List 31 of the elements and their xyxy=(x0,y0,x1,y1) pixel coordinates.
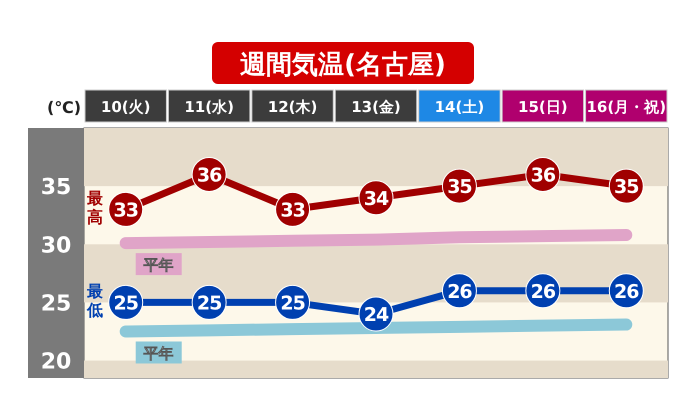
data-label: 25 xyxy=(196,292,222,314)
data-label: 34 xyxy=(364,188,389,210)
chart-title: 週間気温(名古屋) xyxy=(240,50,446,80)
x-tick-label: 16(月・祝) xyxy=(586,98,666,116)
y-tick-label: 35 xyxy=(40,175,72,200)
x-tick-label: 13(金) xyxy=(351,98,401,116)
x-tick-label: 15(日) xyxy=(518,98,568,116)
data-label: 36 xyxy=(530,164,556,187)
data-label: 35 xyxy=(614,176,639,198)
data-label: 26 xyxy=(447,280,472,303)
data-label: 33 xyxy=(113,199,138,222)
data-label: 36 xyxy=(196,164,222,187)
series-label: 最低 xyxy=(86,281,103,320)
x-tick-label: 14(土) xyxy=(434,98,484,116)
series-label: 最高 xyxy=(86,188,103,226)
y-tick-label: 20 xyxy=(40,350,72,375)
x-tick-label: 10(火) xyxy=(100,98,151,116)
x-tick-label: 11(水) xyxy=(184,98,234,116)
data-label: 25 xyxy=(280,292,305,314)
data-label: 24 xyxy=(364,304,389,326)
data-label: 25 xyxy=(113,292,138,314)
data-label: 26 xyxy=(530,280,556,303)
y-axis-title: (℃) xyxy=(47,98,81,117)
data-label: 26 xyxy=(614,280,640,303)
data-label: 33 xyxy=(280,199,305,222)
y-tick-label: 25 xyxy=(40,291,72,316)
x-tick-label: 12(木) xyxy=(268,98,318,116)
series-label: 平年 xyxy=(142,344,174,362)
series-label: 平年 xyxy=(142,256,174,274)
y-tick-label: 30 xyxy=(40,233,72,258)
data-label: 35 xyxy=(447,176,472,198)
